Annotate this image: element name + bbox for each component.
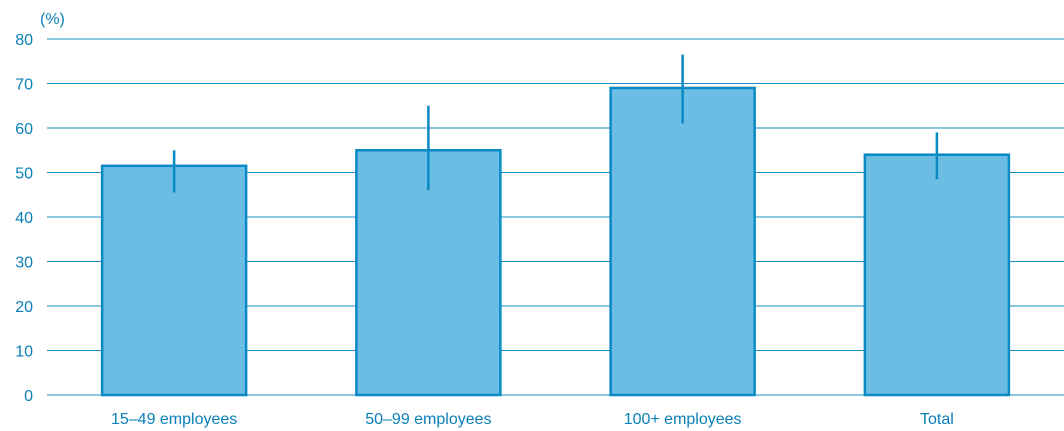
bar	[100, 164, 248, 397]
category-label: 50–99 employees	[365, 411, 491, 428]
category-labels: 15–49 employees 50–99 employees 100+ emplo…	[111, 411, 954, 428]
category-label: Total	[920, 411, 954, 428]
y-tick-label: 20	[15, 299, 33, 316]
bar	[355, 149, 502, 397]
y-tick-label: 50	[15, 166, 33, 183]
y-tick-label: 80	[15, 32, 33, 49]
y-tick-label: 70	[15, 77, 33, 94]
bar	[863, 153, 1011, 397]
bar	[609, 86, 756, 397]
bars	[100, 86, 1011, 397]
y-unit-label: (%)	[40, 11, 65, 28]
y-tick-label: 10	[15, 344, 33, 361]
category-label: 15–49 employees	[111, 411, 237, 428]
y-tick-label: 40	[15, 210, 33, 227]
category-label: 100+ employees	[624, 411, 742, 428]
error-bars	[172, 54, 939, 193]
y-tick-label: 30	[15, 255, 33, 272]
y-tick-labels: 0 10 20 30 40 50 60 70 80	[15, 32, 33, 405]
y-tick-label: 0	[24, 388, 33, 405]
y-tick-label: 60	[15, 121, 33, 138]
